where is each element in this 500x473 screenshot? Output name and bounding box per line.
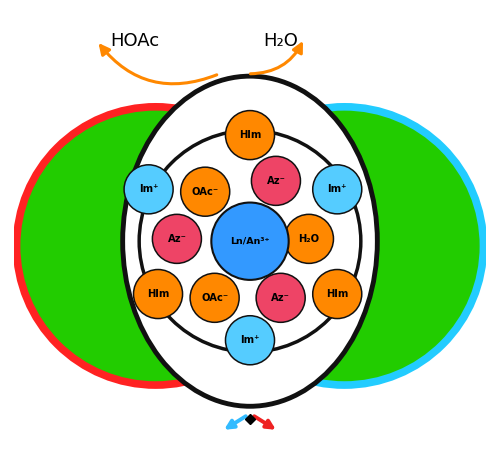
Circle shape <box>226 111 274 159</box>
Circle shape <box>312 270 362 318</box>
Text: Im⁺: Im⁺ <box>328 184 347 194</box>
Circle shape <box>212 202 288 280</box>
Text: Im⁺: Im⁺ <box>240 335 260 345</box>
Text: HIm: HIm <box>326 289 348 299</box>
Text: HOAc: HOAc <box>110 32 159 50</box>
Circle shape <box>134 270 182 318</box>
Text: H₂O: H₂O <box>263 32 298 50</box>
Text: Im⁺: Im⁺ <box>139 184 158 194</box>
Text: Az⁻: Az⁻ <box>168 234 186 244</box>
Circle shape <box>190 273 239 322</box>
Text: HIm: HIm <box>239 130 261 140</box>
Text: HIm: HIm <box>147 289 169 299</box>
Text: Ln/An³⁺: Ln/An³⁺ <box>230 236 270 245</box>
Circle shape <box>256 273 305 322</box>
Circle shape <box>124 165 173 214</box>
Text: Az⁻: Az⁻ <box>266 176 285 186</box>
Circle shape <box>152 214 202 263</box>
Ellipse shape <box>122 76 378 406</box>
Text: OAc⁻: OAc⁻ <box>201 293 228 303</box>
Circle shape <box>139 131 361 352</box>
Circle shape <box>205 107 483 385</box>
Circle shape <box>16 107 295 385</box>
Text: H₂O: H₂O <box>298 234 320 244</box>
Circle shape <box>226 316 274 365</box>
Circle shape <box>312 165 362 214</box>
Circle shape <box>284 214 334 263</box>
Text: Az⁻: Az⁻ <box>271 293 290 303</box>
Circle shape <box>180 167 230 216</box>
Circle shape <box>252 156 300 205</box>
Text: OAc⁻: OAc⁻ <box>192 187 219 197</box>
